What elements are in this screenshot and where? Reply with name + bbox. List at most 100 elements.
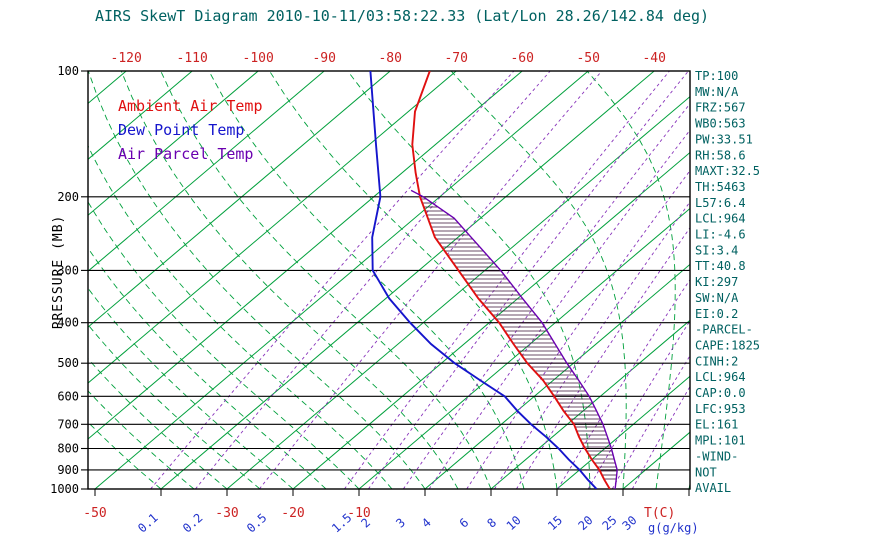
isotherm-line xyxy=(160,71,655,489)
pressure-axis-labels: 100 200 300 400 500 600 700 800 900 1000 xyxy=(50,64,79,496)
mixing-ratio-tick-label: 0.2 xyxy=(180,511,205,536)
stat-line: RH:58.6 xyxy=(695,148,746,162)
isotherm-line xyxy=(94,71,589,489)
mixing-ratio-tick-label: 15 xyxy=(545,513,565,533)
bottom-temp-tick-label: -50 xyxy=(83,506,106,521)
isotherm-line xyxy=(292,151,690,489)
moist-adiabat-line xyxy=(788,71,870,489)
moist-adiabat-line xyxy=(145,71,492,489)
isotherm-line xyxy=(88,71,391,328)
mixing-ratio-tick-label: 2 xyxy=(358,515,373,530)
top-temp-tick-label: -90 xyxy=(312,51,335,66)
mixing-ratio-line xyxy=(428,129,690,489)
stat-line: WB0:563 xyxy=(695,117,746,131)
moist-adiabat-lines xyxy=(88,71,870,489)
isotherm-line xyxy=(424,263,690,489)
mixing-ratio-line xyxy=(587,319,690,489)
top-temp-tick-label: -80 xyxy=(378,51,401,66)
dewpoint-curve xyxy=(369,71,598,489)
moist-adiabat-line xyxy=(106,71,459,489)
pressure-tick-label: 900 xyxy=(57,463,79,477)
pressure-tick-label: 1000 xyxy=(50,482,79,496)
mixing-unit-label: g(g/kg) xyxy=(648,521,699,535)
stat-line: LI:-4.6 xyxy=(695,228,746,242)
moist-adiabat-line xyxy=(253,71,558,489)
pressure-tick-label: 500 xyxy=(57,356,79,370)
mixing-ratio-tick-label: 4 xyxy=(419,515,434,530)
mixing-ratio-tick-label: 20 xyxy=(575,513,595,533)
top-temp-axis-labels: -120 -110 -100 -90 -80 -70 -60 -50 -40 xyxy=(111,51,666,66)
plot-frame xyxy=(87,70,691,490)
mixing-ratio-line xyxy=(516,227,690,489)
mixing-ratio-line xyxy=(150,71,515,489)
pressure-tick-label: 100 xyxy=(57,64,79,78)
pressure-tick-label: 600 xyxy=(57,389,79,403)
moist-adiabat-line xyxy=(432,71,627,489)
stat-line: TT:40.8 xyxy=(695,259,746,273)
isotherm-line xyxy=(88,71,523,440)
moist-adiabat-line xyxy=(755,71,870,489)
stat-line: SW:N/A xyxy=(695,291,739,305)
isotherm-line xyxy=(88,71,259,216)
moist-adiabat-line xyxy=(88,421,162,489)
stat-line: NOT xyxy=(695,465,717,479)
moist-adiabat-line xyxy=(88,201,360,489)
stat-line: EL:161 xyxy=(695,418,738,432)
top-temp-tick-label: -110 xyxy=(177,51,208,66)
moist-adiabat-line xyxy=(88,247,327,489)
stat-line: MPL:101 xyxy=(695,434,746,448)
pressure-tick-label: 800 xyxy=(57,442,79,456)
legend-air-parcel-temp: Air Parcel Temp xyxy=(118,145,253,163)
parcel-curve xyxy=(410,189,618,489)
isotherm-line xyxy=(88,71,325,272)
stat-line: PW:33.51 xyxy=(695,132,753,146)
top-temp-tick-label: -50 xyxy=(576,51,599,66)
mixing-ratio-tick-label: 25 xyxy=(600,513,620,533)
top-temp-tick-label: -120 xyxy=(111,51,142,66)
stat-line: TH:5463 xyxy=(695,180,746,194)
mixing-ratio-axis-labels: 0.1 0.2 0.5 1.5 2 3 4 6 8 10 15 20 25 30 xyxy=(135,511,639,536)
mixing-ratio-tick-label: 10 xyxy=(504,513,524,533)
mixing-ratio-tick-label: 0.5 xyxy=(244,511,269,536)
stat-line: EI:0.2 xyxy=(695,307,738,321)
mixing-ratio-tick-label: 3 xyxy=(393,515,408,530)
chart-title: AIRS SkewT Diagram 2010-10-11/03:58:22.3… xyxy=(95,7,709,25)
top-temp-tick-label: -70 xyxy=(444,51,467,66)
sounding-curves xyxy=(369,71,618,489)
mixing-ratio-line xyxy=(402,103,690,489)
stat-line: L57:6.4 xyxy=(695,196,746,210)
stat-line: CAP:0.0 xyxy=(695,386,746,400)
moist-adiabat-line xyxy=(193,71,525,489)
stat-line: FRZ:567 xyxy=(695,101,746,115)
stat-line: KI:297 xyxy=(695,275,738,289)
mixing-ratio-tick-label: 6 xyxy=(457,515,472,530)
stat-line: CAPE:1825 xyxy=(695,338,760,352)
stat-line: LFC:953 xyxy=(695,402,746,416)
pressure-tick-label: 700 xyxy=(57,417,79,431)
moist-adiabat-line xyxy=(88,71,426,489)
pressure-tick-label: 300 xyxy=(57,263,79,277)
cape-hatch-area xyxy=(420,198,618,480)
pressure-tick-label: 200 xyxy=(57,190,79,204)
moist-adiabat-line xyxy=(88,144,393,489)
stat-line: CINH:2 xyxy=(695,354,738,368)
bottom-temp-axis-labels: -50 -30 -20 -10 xyxy=(83,489,690,521)
stat-line: -WIND- xyxy=(695,449,738,463)
mixing-ratio-line xyxy=(368,71,689,489)
stat-line: SI:3.4 xyxy=(695,243,738,257)
bottom-temp-tick-label: -10 xyxy=(347,506,370,521)
moist-adiabat-line xyxy=(88,287,294,489)
stat-line: LCL:964 xyxy=(695,212,746,226)
stat-line: AVAIL xyxy=(695,481,731,495)
pressure-tick-label: 400 xyxy=(57,316,79,330)
isotherm-line xyxy=(556,375,690,489)
mixing-ratio-lines xyxy=(150,71,690,489)
legend-ambient-air-temp: Ambient Air Temp xyxy=(118,97,263,115)
ambient-temp-curve xyxy=(411,71,611,489)
top-temp-tick-label: -40 xyxy=(642,51,665,66)
stat-line: -PARCEL- xyxy=(695,323,753,337)
temp-unit-label: T(C) xyxy=(644,506,675,521)
